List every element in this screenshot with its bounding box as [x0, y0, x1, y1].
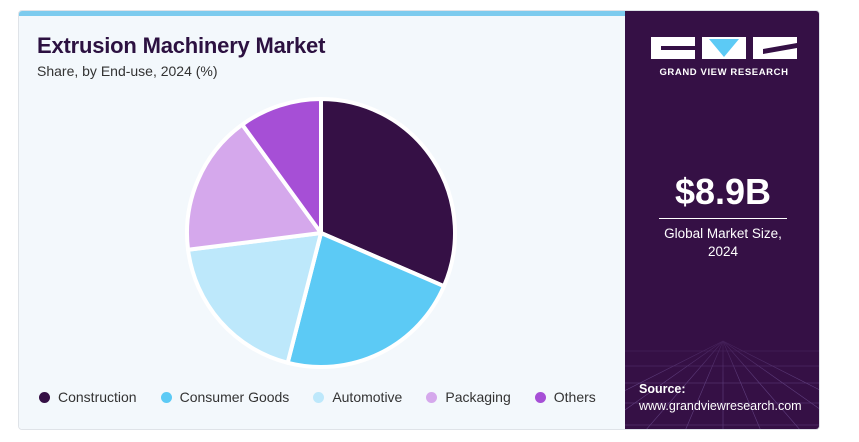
- legend-label: Consumer Goods: [179, 389, 290, 405]
- market-size-label-line2: 2024: [707, 244, 739, 259]
- legend-swatch: [426, 391, 438, 403]
- source-url[interactable]: www.grandviewresearch.com: [639, 399, 802, 413]
- grid-pattern: [625, 321, 819, 429]
- infographic-card: Extrusion Machinery Market Share, by End…: [18, 10, 820, 430]
- chart-subtitle: Share, by End-use, 2024 (%): [37, 63, 218, 79]
- source-note: Source: www.grandviewresearch.com: [639, 381, 802, 415]
- pie-chart: [185, 97, 457, 369]
- source-label: Source:: [639, 382, 686, 396]
- market-size-value: $8.9B: [674, 171, 772, 212]
- gvr-logo-icon: [651, 37, 797, 59]
- legend-item-others: Others: [534, 389, 596, 405]
- legend-label: Others: [553, 389, 596, 405]
- logo-text: GRAND VIEW RESEARCH: [659, 67, 789, 78]
- legend-item-construction: Construction: [39, 389, 137, 405]
- accent-bar: [19, 11, 625, 16]
- chart-legend: Construction Consumer Goods Automotive Pack…: [39, 389, 620, 405]
- legend-swatch: [534, 391, 546, 403]
- legend-swatch: [313, 391, 325, 403]
- pie-slice-construction: [319, 97, 457, 289]
- pie-slice-automotive: [186, 231, 323, 365]
- market-size-label-line1: Global Market Size,: [664, 226, 782, 241]
- legend-swatch: [39, 391, 50, 403]
- legend-item-consumer-goods: Consumer Goods: [160, 389, 290, 405]
- pie-slice-consumer-goods: [285, 231, 446, 369]
- legend-item-packaging: Packaging: [426, 389, 511, 405]
- market-size-label: Global Market Size, 2024: [625, 225, 819, 261]
- gvr-logo: GRAND VIEW RESEARCH: [651, 33, 797, 83]
- chart-panel: Extrusion Machinery Market Share, by End…: [19, 11, 625, 429]
- legend-label: Construction: [58, 389, 137, 405]
- pie-slice-packaging: [185, 122, 323, 252]
- sidebar-panel: GRAND VIEW RESEARCH $8.9B Global Market …: [625, 11, 819, 429]
- chart-title: Extrusion Machinery Market: [37, 33, 326, 58]
- legend-swatch: [160, 391, 172, 403]
- pie-slice-others: [240, 97, 323, 235]
- legend-label: Packaging: [445, 389, 511, 405]
- legend-label: Automotive: [332, 389, 403, 405]
- divider: [659, 218, 787, 219]
- legend-item-automotive: Automotive: [313, 389, 402, 405]
